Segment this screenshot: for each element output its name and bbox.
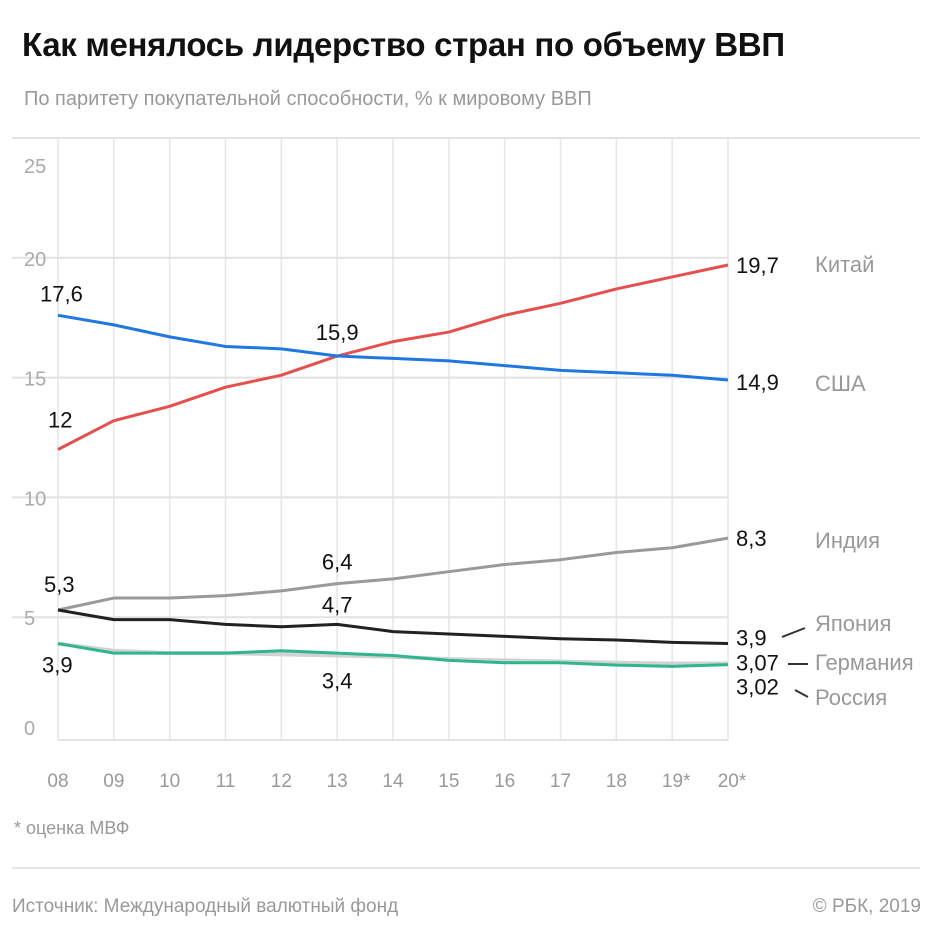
y-tick-label: 20 bbox=[24, 249, 46, 271]
series-name-label: Индия bbox=[815, 528, 880, 553]
footnote: * оценка МВФ bbox=[14, 818, 130, 838]
data-label: 17,6 bbox=[40, 281, 83, 306]
data-label: 6,4 bbox=[322, 550, 353, 575]
series-name-label: Германия bbox=[815, 650, 914, 675]
source-text: Источник: Международный валютный фонд bbox=[12, 896, 399, 917]
copyright-text: © РБК, 2019 bbox=[812, 896, 921, 917]
x-tick-label: 08 bbox=[47, 771, 68, 792]
series-line-Индия bbox=[57, 536, 729, 612]
data-label: 3,9 bbox=[736, 626, 767, 651]
x-tick-label: 10 bbox=[159, 771, 180, 792]
x-tick-label: 15 bbox=[438, 771, 459, 792]
y-tick-label: 15 bbox=[24, 369, 46, 391]
data-label: 14,9 bbox=[736, 370, 779, 395]
y-tick-label: 5 bbox=[24, 608, 35, 630]
x-tick-label: 17 bbox=[550, 771, 571, 792]
series-line-США bbox=[57, 313, 729, 382]
x-tick-label: 13 bbox=[327, 771, 348, 792]
series-name-label: Китай bbox=[815, 252, 874, 277]
data-label: 15,9 bbox=[316, 320, 359, 345]
x-tick-label: 20* bbox=[718, 771, 747, 792]
data-label: 3,4 bbox=[322, 669, 353, 694]
label-leader-line bbox=[781, 627, 806, 638]
series-line-Китай bbox=[57, 263, 729, 451]
divider bbox=[12, 867, 920, 869]
chart-subtitle: По паритету покупательной способности, %… bbox=[24, 88, 592, 110]
x-tick-label: 09 bbox=[103, 771, 124, 792]
x-tick-label: 11 bbox=[216, 771, 236, 792]
data-label: 12 bbox=[48, 407, 72, 432]
x-tick-label: 12 bbox=[271, 771, 292, 792]
data-label: 3,07 bbox=[736, 650, 779, 675]
data-label: 8,3 bbox=[736, 526, 767, 551]
data-label: 3,02 bbox=[736, 675, 779, 700]
y-tick-label: 25 bbox=[24, 156, 46, 178]
series-name-label: Россия bbox=[815, 685, 887, 710]
series-line-Япония bbox=[57, 608, 729, 646]
data-label: 19,7 bbox=[736, 253, 779, 278]
x-tick-label: 14 bbox=[382, 771, 404, 792]
chart-title: Как менялось лидерство стран по объему В… bbox=[22, 26, 785, 63]
series-name-label: США bbox=[815, 371, 866, 396]
series-name-label: Япония bbox=[815, 611, 891, 636]
series-line-Россия bbox=[57, 642, 729, 668]
x-tick-label: 19* bbox=[662, 771, 691, 792]
label-leader-line bbox=[794, 689, 809, 698]
data-label: 3,9 bbox=[42, 653, 73, 678]
x-tick-label: 18 bbox=[606, 771, 627, 792]
data-label: 5,3 bbox=[44, 572, 75, 597]
y-tick-label: 10 bbox=[24, 488, 46, 510]
data-label: 4,7 bbox=[322, 592, 353, 617]
x-tick-label: 16 bbox=[494, 771, 515, 792]
y-tick-label: 0 bbox=[24, 718, 35, 740]
